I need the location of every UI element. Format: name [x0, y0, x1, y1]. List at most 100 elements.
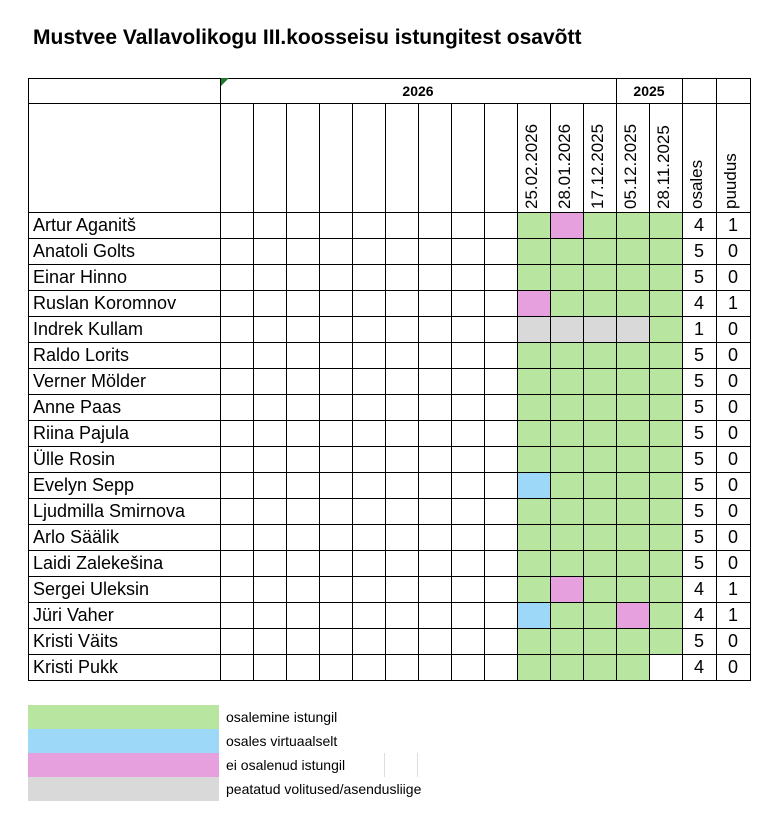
attendance-cell: [616, 446, 649, 472]
present-count: 4: [693, 605, 704, 625]
attendance-cell: [550, 498, 583, 524]
absent-count: 0: [727, 345, 738, 365]
attendance-cell: [649, 212, 682, 238]
attendance-cell: [517, 498, 550, 524]
date-header: 05.12.2025: [621, 123, 640, 209]
absent-count: 0: [727, 423, 738, 443]
absent-count: 1: [727, 605, 738, 625]
attendance-cell: [550, 628, 583, 654]
present-count: 4: [693, 657, 704, 677]
attendance-cell: [550, 342, 583, 368]
grid-line: [28, 420, 751, 421]
page-title: Mustvee Vallavolikogu III.koosseisu istu…: [33, 26, 582, 49]
attendance-cell: [517, 394, 550, 420]
grid-line: [253, 103, 254, 681]
grid-line: [28, 654, 751, 655]
attendance-cell: [649, 264, 682, 290]
absent-count: 0: [727, 267, 738, 287]
grid-line: [616, 78, 617, 681]
attendance-cell: [649, 290, 682, 316]
member-name: Verner Mölder: [33, 371, 147, 391]
year-2026-header: 2026: [402, 83, 434, 99]
attendance-cell: [550, 264, 583, 290]
grid-line: [28, 238, 751, 239]
present-count: 4: [693, 215, 704, 235]
absent-count: 0: [727, 475, 738, 495]
member-name: Jüri Vaher: [33, 605, 114, 625]
grid-line: [220, 78, 221, 681]
grid-line: [385, 103, 386, 681]
grid-line: [28, 446, 751, 447]
grid-line: [484, 103, 485, 681]
attendance-cell: [649, 576, 682, 602]
date-header: 28.11.2025: [654, 125, 673, 209]
legend-label-suspended: peatatud volitused/asendusliige: [226, 781, 422, 797]
absent-count: 0: [727, 553, 738, 573]
legend-swatch-suspended: [28, 777, 219, 801]
member-name: Evelyn Sepp: [33, 475, 135, 495]
attendance-cell: [583, 628, 616, 654]
attendance-cell: [616, 290, 649, 316]
present-count: 4: [693, 579, 704, 599]
attendance-cell: [649, 420, 682, 446]
grid-line: [28, 103, 751, 104]
absent-count: 1: [727, 215, 738, 235]
attendance-cell: [517, 654, 550, 680]
grid-line: [583, 103, 584, 681]
attendance-cell: [517, 576, 550, 602]
attendance-cell: [616, 342, 649, 368]
attendance-cell: [583, 342, 616, 368]
grid-line: [28, 368, 751, 369]
attendance-cell: [649, 628, 682, 654]
attendance-cell: [616, 498, 649, 524]
member-name: Raldo Lorits: [33, 345, 130, 365]
year-2025-header: 2025: [633, 83, 665, 99]
attendance-cell: [616, 628, 649, 654]
attendance-cell: [517, 368, 550, 394]
attendance-cell: [517, 290, 550, 316]
absent-count: 1: [727, 579, 738, 599]
legend-gridline: [417, 753, 418, 777]
member-name: Anne Paas: [33, 397, 122, 417]
attendance-cell: [550, 654, 583, 680]
attendance-cell: [649, 342, 682, 368]
absent-header: puudus: [721, 153, 740, 209]
absent-count: 0: [727, 631, 738, 651]
attendance-cell: [616, 420, 649, 446]
absent-count: 0: [727, 527, 738, 547]
absent-count: 0: [727, 241, 738, 261]
present-count: 5: [693, 345, 704, 365]
attendance-cell: [616, 394, 649, 420]
attendance-cell: [616, 524, 649, 550]
attendance-cell: [550, 524, 583, 550]
present-count: 5: [693, 631, 704, 651]
attendance-cell: [550, 394, 583, 420]
attendance-cell: [583, 524, 616, 550]
member-name: Laidi Zalekešina: [33, 553, 164, 573]
attendance-cell: [517, 524, 550, 550]
grid-line: [28, 576, 751, 577]
attendance-cell: [616, 264, 649, 290]
absent-count: 0: [727, 657, 738, 677]
member-name: Anatoli Golts: [33, 241, 136, 261]
grid-line: [28, 264, 751, 265]
grid-line: [28, 628, 751, 629]
attendance-cell: [550, 472, 583, 498]
attendance-cell: [583, 602, 616, 628]
attendance-cell: [616, 576, 649, 602]
attendance-cell: [649, 368, 682, 394]
member-name: Kristi Pukk: [33, 657, 119, 677]
member-name: Einar Hinno: [33, 267, 128, 287]
member-name: Kristi Väits: [33, 631, 119, 651]
grid-line: [750, 78, 751, 681]
attendance-cell: [583, 446, 616, 472]
legend-swatch-virtual: [28, 729, 219, 753]
attendance-cell: [583, 316, 616, 342]
attendance-cell: [550, 212, 583, 238]
attendance-cell: [517, 212, 550, 238]
present-count: 5: [693, 449, 704, 469]
grid-line: [28, 394, 751, 395]
grid-line: [28, 498, 751, 499]
attendance-cell: [550, 368, 583, 394]
date-header: 17.12.2025: [588, 123, 607, 209]
